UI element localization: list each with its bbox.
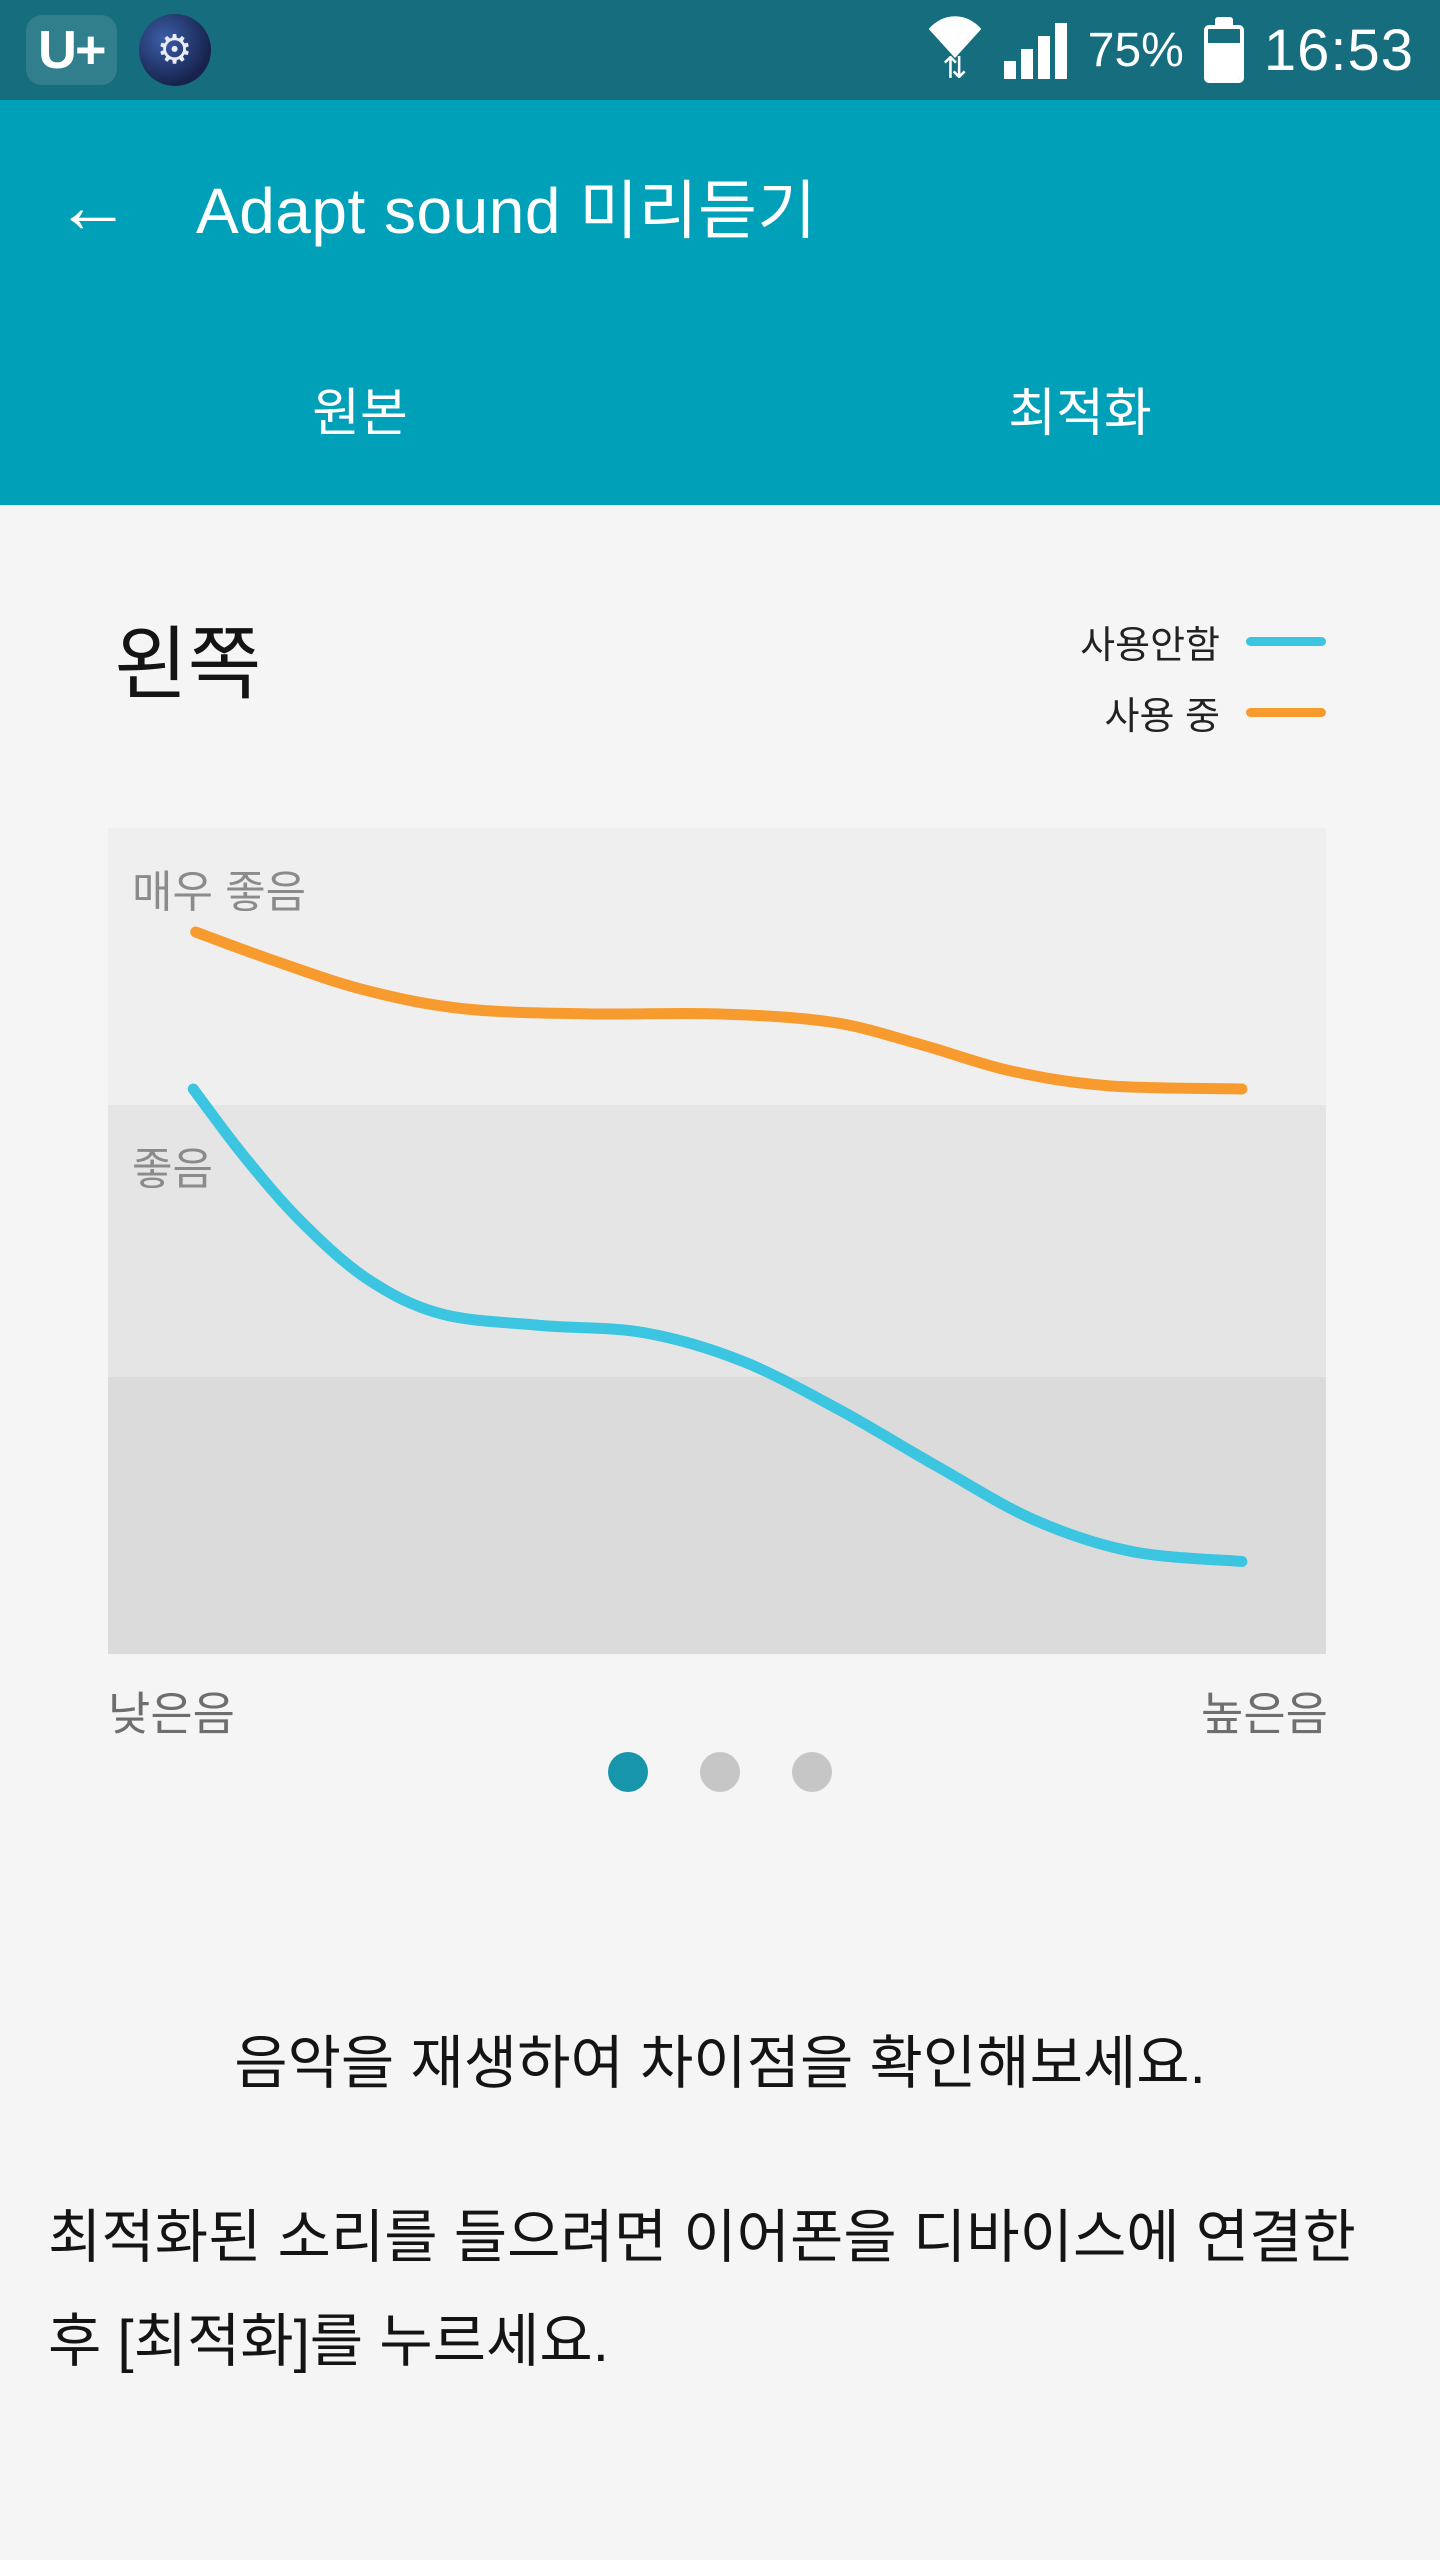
legend-label: 사용 중 (1104, 696, 1220, 738)
clock: 16:53 (1263, 17, 1414, 83)
battery-icon (1203, 17, 1244, 83)
page-indicator (0, 1752, 1440, 1792)
x-axis-label-high: 높은음 (1201, 1688, 1328, 1740)
legend: 사용안함 사용 중 (1080, 614, 1326, 740)
back-button[interactable]: ← (38, 136, 148, 276)
tab-original[interactable]: 원본 (312, 385, 408, 443)
band-very-good (108, 828, 1326, 1105)
gear-notification-icon: ⚙ (138, 14, 211, 86)
curve-in-use (190, 926, 1248, 1095)
band-good (108, 1104, 1326, 1378)
frequency-response-chart: 매우 좋음 좋음 (108, 828, 1326, 1654)
legend-label: 사용안함 (1080, 625, 1220, 667)
legend-item-not-in-use: 사용안함 (1080, 614, 1326, 669)
battery-percent: 75% (1087, 23, 1184, 77)
page-dot-2[interactable] (700, 1752, 740, 1792)
status-bar: U+ ⚙ ⇅ 75% 16 (0, 0, 1440, 100)
page-dot-1[interactable] (608, 1752, 648, 1792)
legend-swatch-in-use (1246, 708, 1326, 717)
page-dot-3[interactable] (792, 1752, 832, 1792)
instruction-line-2: 최적화된 소리를 들으려면 이어폰을 디바이스에 연결한 후 [최적화]를 누르… (48, 2205, 1356, 2375)
band-label-good: 좋음 (132, 1144, 213, 1194)
band-label-very-good: 매우 좋음 (132, 868, 307, 917)
band-low (108, 1377, 1326, 1654)
wifi-icon: ⇅ (926, 16, 984, 84)
signal-strength-icon (1003, 21, 1068, 79)
x-axis-label-low: 낮은음 (108, 1688, 235, 1740)
legend-swatch-not-in-use (1246, 637, 1326, 646)
legend-item-in-use: 사용 중 (1080, 685, 1326, 740)
carrier-logo: U+ (26, 15, 117, 85)
instructions: 음악을 재생하여 차이점을 확인해보세요. 최적화된 소리를 들으려면 이어폰을… (48, 2016, 1392, 2395)
wifi-activity-arrows-icon: ⇅ (942, 52, 968, 85)
curve-not-in-use (187, 1083, 1248, 1567)
app-bar: ← Adapt sound 미리듣기 원본 최적화 (0, 100, 1440, 505)
curves-svg (187, 926, 1248, 1567)
tab-optimize[interactable]: 최적화 (1008, 385, 1152, 443)
channel-label: 왼쪽 (114, 620, 262, 709)
tab-bar: 원본 최적화 (0, 312, 1440, 505)
instruction-line-1: 음악을 재생하여 차이점을 확인해보세요. (234, 2031, 1206, 2096)
page-title: Adapt sound 미리듣기 (196, 175, 817, 247)
